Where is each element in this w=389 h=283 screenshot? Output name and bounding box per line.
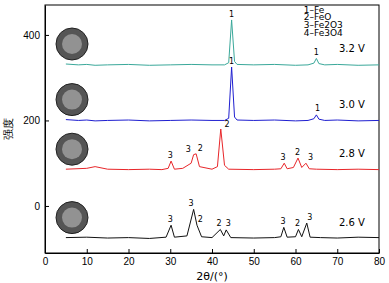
annotations: 1–Fe2–FeO3–Fe2O34–Fe3O411113322323332233… (168, 5, 343, 228)
peak-label: 3 (280, 153, 285, 162)
series-label: 3.2 V (339, 43, 365, 54)
series-line (66, 67, 379, 121)
x-tick-mark (212, 249, 213, 253)
x-tick-label: 10 (82, 256, 94, 267)
y-tick: 400 (23, 30, 49, 41)
sample-photo-highlight (62, 34, 82, 54)
series-label: 3.0 V (339, 99, 365, 110)
peak-label: 2 (295, 148, 300, 157)
peak-label: 1 (229, 57, 234, 66)
series-label: 2.6 V (339, 217, 365, 228)
x-tick-mark (87, 249, 88, 253)
x-tick-mark (337, 249, 338, 253)
series-line (66, 129, 379, 170)
sample-photo-highlight (62, 90, 82, 110)
series-labels: 3.2 V 3.0 V 2.8 V 2.6 V (339, 43, 365, 228)
sample-photo (56, 133, 88, 165)
x-tick-label: 30 (165, 256, 177, 267)
y-tick-mark (45, 206, 49, 207)
x-tick: 30 (165, 249, 177, 267)
peak-label: 3 (226, 219, 231, 228)
x-axis-line (46, 253, 380, 254)
y-axis: 0 200 400 (23, 6, 49, 254)
x-tick: 10 (82, 249, 94, 267)
x-tick: 60 (290, 249, 302, 267)
y-tick: 0 (34, 201, 49, 212)
sample-photo (56, 28, 88, 60)
plot-frame (45, 5, 379, 253)
x-axis-title: 2θ/(°) (196, 270, 228, 283)
y-tick-label: 200 (23, 115, 40, 126)
sample-photos (56, 28, 88, 234)
phase-key: 4–Fe3O4 (304, 28, 343, 38)
x-tick-label: 50 (249, 256, 261, 267)
peak-label: 3 (186, 145, 191, 154)
series-line (66, 209, 379, 238)
peak-label: 3 (189, 199, 194, 208)
sample-photo (56, 84, 88, 116)
chart: 0 10 20 30 40 50 60 70 80 0 200 400 2θ/(°) 强度 3.2 V 3.0… (0, 0, 389, 283)
peak-label: 2 (224, 120, 229, 129)
y-tick-label: 0 (34, 201, 40, 212)
peak-label: 2 (198, 215, 203, 224)
y-tick-mark (45, 35, 49, 36)
x-axis: 0 10 20 30 40 50 60 70 80 (43, 249, 386, 267)
peak-label: 2 (198, 144, 203, 153)
y-axis-line (45, 6, 46, 254)
x-tick: 40 (207, 249, 219, 267)
y-tick-label: 400 (23, 30, 40, 41)
series-lines (66, 20, 379, 238)
x-tick: 70 (332, 249, 344, 267)
x-tick-mark (379, 249, 380, 253)
x-tick: 50 (249, 249, 261, 267)
x-tick-label: 20 (123, 256, 135, 267)
peak-label: 3 (308, 153, 313, 162)
y-tick-mark (45, 120, 49, 121)
x-tick: 20 (123, 249, 135, 267)
y-axis-title: 强度 (2, 118, 15, 140)
peak-label: 2 (217, 219, 222, 228)
sample-photo-highlight (62, 208, 82, 228)
peak-label: 1 (314, 48, 319, 57)
peak-label: 3 (307, 213, 312, 222)
sample-photo (56, 202, 88, 234)
peak-label: 3 (168, 151, 173, 160)
x-tick-label: 40 (207, 256, 219, 267)
x-tick-mark (296, 249, 297, 253)
peak-label: 1 (315, 104, 320, 113)
x-tick-label: 70 (332, 256, 344, 267)
series-label: 2.8 V (339, 148, 365, 159)
peak-label: 1 (229, 10, 234, 19)
peak-label: 3 (168, 215, 173, 224)
sample-photo-highlight (62, 139, 82, 159)
x-tick-label: 60 (290, 256, 302, 267)
x-tick-mark (170, 249, 171, 253)
peak-label: 3 (280, 217, 285, 226)
peak-label: 2 (295, 219, 300, 228)
y-tick: 200 (23, 115, 49, 126)
x-tick: 80 (374, 249, 386, 267)
x-tick-mark (254, 249, 255, 253)
x-tick-mark (129, 249, 130, 253)
series-line (66, 20, 379, 65)
x-tick-label: 80 (374, 256, 386, 267)
x-tick-label: 0 (43, 256, 49, 267)
